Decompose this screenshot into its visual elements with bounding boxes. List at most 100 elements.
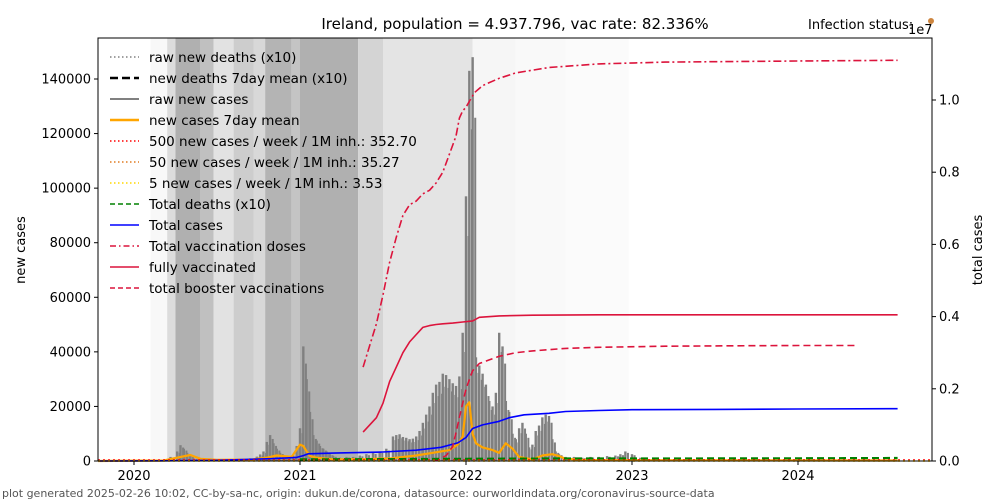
legend: raw new deaths (x10) new deaths 7day mean… [110, 50, 417, 297]
x-tick-label: 2021 [283, 469, 316, 484]
new-cases-bar [385, 448, 388, 461]
y-tick-label-right: 0.0 [939, 455, 960, 470]
infection-status-band [150, 38, 168, 461]
new-cases-bar [614, 455, 617, 461]
legend-label: total booster vaccinations [149, 281, 324, 297]
new-cases-bar [534, 430, 537, 461]
new-cases-bar [441, 373, 444, 461]
new-cases-bar [265, 441, 268, 461]
legend-label: 50 new cases / week / 1M inh.: 35.27 [149, 155, 400, 171]
y-tick-label: 100000 [41, 182, 91, 197]
new-cases-bar [285, 457, 288, 461]
chart-title: Ireland, population = 4.937.796, vac rat… [321, 15, 708, 33]
new-cases-bar [605, 456, 609, 461]
new-cases-bar [302, 346, 305, 461]
new-cases-bar [458, 376, 461, 461]
infection-status-band [515, 38, 566, 461]
new-cases-bar [507, 411, 511, 461]
new-cases-bar [454, 385, 458, 461]
legend-label: fully vaccinated [149, 260, 256, 276]
infection-status-indicator [928, 18, 934, 24]
new-cases-bar [305, 379, 308, 461]
infection-status-band [213, 38, 234, 461]
new-cases-bar [328, 454, 332, 461]
y-tick-label: 140000 [41, 73, 91, 88]
new-cases-bar [365, 454, 368, 461]
legend-label: new cases 7day mean [149, 113, 300, 129]
new-cases-bar [444, 375, 448, 461]
y-axis-left: 0 20000 40000 60000 80000 100000 120000 140000 [41, 73, 98, 470]
legend-label: 5 new cases / week / 1M inh.: 3.53 [149, 176, 382, 192]
new-cases-bar [381, 452, 384, 461]
new-cases-bar [434, 384, 438, 461]
new-cases-bar [374, 454, 377, 461]
new-cases-bar [315, 440, 318, 461]
new-cases-bar [378, 451, 381, 461]
new-cases-bar [175, 451, 179, 461]
new-cases-bar [498, 332, 501, 461]
y-axis-right: 0.0 0.2 0.4 0.6 0.8 1.0 [932, 94, 960, 470]
new-cases-bar [478, 365, 481, 461]
new-cases-bar [438, 381, 441, 461]
infection-status-band [200, 38, 214, 461]
infection-status-band [253, 38, 266, 461]
new-cases-bar [272, 443, 275, 461]
new-cases-bar [325, 451, 328, 461]
plot-frame [97, 37, 933, 462]
new-cases-bar [401, 436, 405, 461]
new-cases-bar [391, 436, 395, 461]
new-cases-bar [387, 450, 390, 461]
new-cases-bar [474, 117, 477, 461]
infection-status-band [167, 38, 176, 461]
y-tick-label-right: 0.6 [939, 238, 960, 253]
y-tick-label: 120000 [41, 127, 91, 142]
footer-credit: plot generated 2025-02-26 10:02, CC-by-s… [2, 487, 715, 500]
new-cases-bar [405, 437, 408, 461]
new-cases-bar [626, 452, 629, 461]
x-tick-label: 2020 [117, 469, 150, 484]
new-cases-bar [424, 414, 428, 461]
new-cases-bar [514, 439, 517, 461]
legend-label: Total cases [148, 218, 223, 234]
infection-status-band [383, 38, 473, 461]
infection-status-band [265, 38, 292, 461]
new-cases-bar [491, 406, 494, 461]
y-tick-label: 0 [83, 455, 91, 470]
series-lines [97, 59, 898, 463]
new-cases-bar [371, 452, 375, 461]
new-cases-bar [262, 451, 265, 461]
y-tick-label-right: 0.8 [939, 166, 960, 181]
new-cases-bar [179, 445, 182, 461]
new-cases-bar [544, 414, 547, 461]
new-cases-bar [504, 400, 508, 461]
new-cases-bar [448, 379, 451, 461]
y-tick-label: 60000 [50, 291, 91, 306]
infection-status-band [565, 38, 629, 461]
new-cases-bar [431, 392, 434, 461]
new-cases-bar [308, 411, 312, 461]
new-cases-bar [322, 448, 325, 461]
new-cases-bar [464, 196, 468, 462]
new-cases-bar [501, 346, 504, 461]
x-tick-label: 2022 [449, 469, 482, 484]
new-cases-bar [461, 332, 464, 461]
legend-label: new deaths 7day mean (x10) [149, 71, 348, 87]
x-tick-label: 2023 [615, 469, 648, 484]
new-cases-bar [624, 451, 627, 461]
new-cases-bar [547, 415, 551, 461]
legend-label: 500 new cases / week / 1M inh.: 352.70 [149, 134, 417, 150]
y-tick-label-right: 1.0 [939, 94, 960, 109]
new-cases-bar [288, 458, 292, 461]
new-cases-bar [481, 373, 484, 461]
new-cases-bar [395, 435, 398, 461]
series-line-total-cases [97, 407, 898, 462]
new-cases-bar [398, 434, 401, 461]
infection-status-band [300, 38, 359, 461]
x-tick-label: 2024 [781, 469, 814, 484]
new-cases-bar [521, 422, 524, 461]
infection-status-label: Infection status: [808, 18, 913, 33]
legend-label: raw new cases [149, 92, 248, 108]
new-cases-bar [537, 425, 541, 461]
y-axis-label-left: new cases [14, 216, 29, 284]
